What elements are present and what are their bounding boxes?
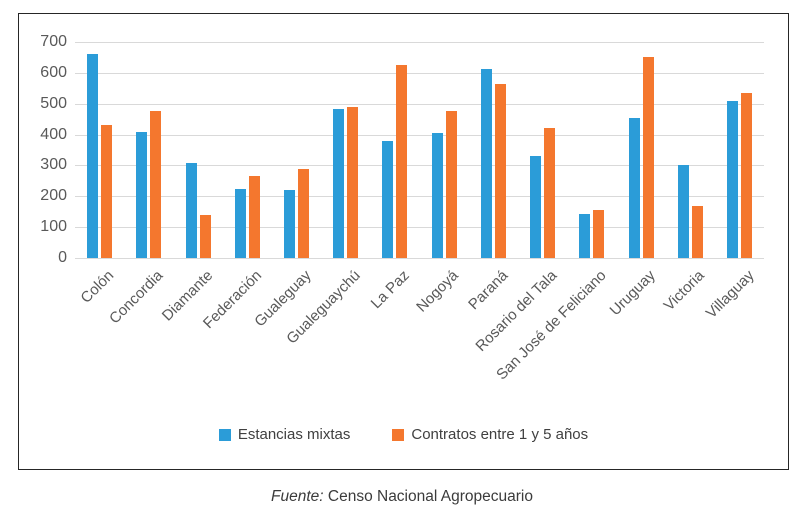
bar <box>642 57 654 258</box>
x-tick-label: Concordia <box>106 267 167 328</box>
bar <box>248 176 260 258</box>
legend-item-1: Contratos entre 1 y 5 años <box>392 426 588 443</box>
bar <box>480 69 492 258</box>
bar <box>677 164 689 258</box>
bar-group-8 <box>469 42 518 258</box>
bar <box>234 188 246 258</box>
bar <box>347 106 359 258</box>
bar-groups <box>75 42 764 258</box>
bar-group-4 <box>272 42 321 258</box>
bar <box>297 169 309 258</box>
bar <box>150 111 162 258</box>
y-tick-label-400: 400 <box>40 125 67 143</box>
gridline-200 <box>75 196 764 198</box>
x-tick-label: Uruguay <box>606 267 659 320</box>
legend-swatch-icon <box>392 428 405 441</box>
source-label: Fuente: <box>271 488 324 505</box>
y-tick-label-100: 100 <box>40 218 67 236</box>
y-tick-label-600: 600 <box>40 63 67 81</box>
y-tick-label-700: 700 <box>40 33 67 50</box>
x-tick-label: Colón <box>77 267 118 307</box>
legend-swatch-icon <box>218 428 231 441</box>
bar <box>333 108 345 258</box>
bar <box>185 163 197 258</box>
bar <box>101 125 113 258</box>
bar <box>726 100 738 258</box>
bar <box>544 128 556 258</box>
gridline-0 <box>75 258 764 259</box>
bar <box>579 213 591 258</box>
gridline-100 <box>75 227 764 229</box>
bar-group-3 <box>223 42 272 258</box>
gridline-300 <box>75 165 764 167</box>
bar-group-5 <box>321 42 370 258</box>
bar-group-12 <box>666 42 715 258</box>
legend-item-0: Estancias mixtas <box>218 426 351 443</box>
legend-label: Estancias mixtas <box>237 426 351 443</box>
bar <box>593 210 605 258</box>
bar-group-2 <box>173 42 222 258</box>
bar <box>382 140 394 258</box>
gridline-700 <box>75 42 764 43</box>
bar-group-6 <box>370 42 419 258</box>
bar-group-10 <box>567 42 616 258</box>
bar <box>199 214 211 258</box>
bar <box>530 156 542 258</box>
x-axis: Colón Concordia Diamante Federación Gualegua… <box>75 261 764 401</box>
bar-group-0 <box>75 42 124 258</box>
legend: Estancias mixtas Contratos entre 1 y 5 añ… <box>19 426 788 443</box>
chart-frame: 0 100 200 300 400 500 600 700 Colón Concordia Dia… <box>18 13 789 470</box>
bar <box>396 64 408 258</box>
bar <box>494 83 506 258</box>
bar <box>691 206 703 258</box>
bar <box>87 54 99 258</box>
source-line: Fuente: Censo Nacional Agropecuario <box>0 488 804 506</box>
bar-group-9 <box>518 42 567 258</box>
bar <box>136 131 148 258</box>
x-tick-label: La Paz <box>367 267 413 313</box>
source-text: Censo Nacional Agropecuario <box>323 488 533 505</box>
bar-group-1 <box>124 42 173 258</box>
bar-group-11 <box>616 42 665 258</box>
gridline-600 <box>75 72 764 74</box>
bar <box>283 189 295 258</box>
bar-group-13 <box>715 42 764 258</box>
bar-group-7 <box>420 42 469 258</box>
gridline-400 <box>75 134 764 136</box>
y-axis: 0 100 200 300 400 500 600 700 <box>19 33 67 266</box>
y-tick-label-200: 200 <box>40 187 67 205</box>
x-tick-label: Villaguay <box>702 267 758 322</box>
legend-label: Contratos entre 1 y 5 años <box>411 426 589 443</box>
y-tick-label-0: 0 <box>58 249 67 266</box>
bar <box>628 117 640 258</box>
x-tick-label: Victoria <box>660 267 709 315</box>
y-tick-label-300: 300 <box>40 156 67 174</box>
x-tick-label: Nogoyá <box>413 267 463 316</box>
x-tick-label: Paraná <box>465 267 512 314</box>
gridline-500 <box>75 103 764 105</box>
y-tick-label-500: 500 <box>40 94 67 112</box>
plot-area <box>75 42 764 259</box>
bar <box>445 110 457 258</box>
bar <box>431 133 443 258</box>
bar <box>740 92 752 258</box>
